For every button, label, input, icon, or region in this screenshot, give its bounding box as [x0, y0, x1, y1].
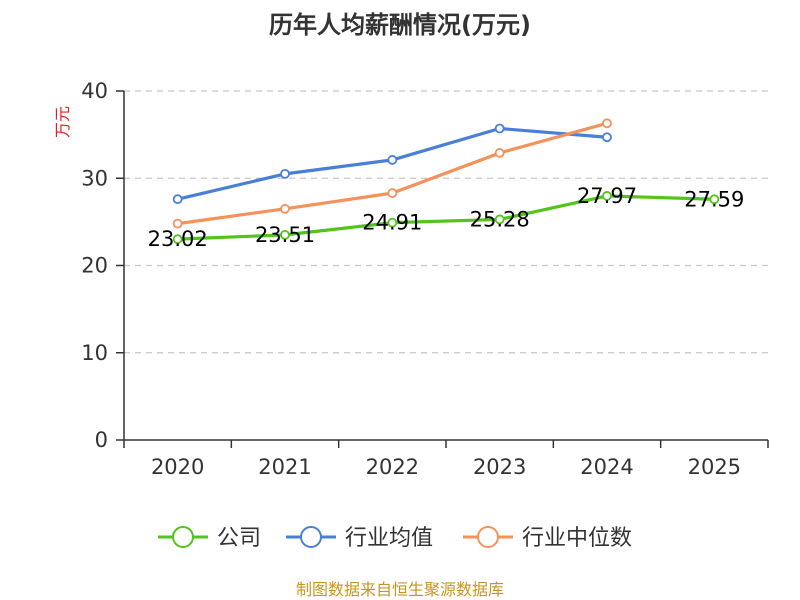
y-tick-label: 0: [95, 428, 108, 452]
legend-item-2[interactable]: 行业中位数: [463, 526, 632, 551]
data-point: [387, 217, 398, 228]
series-group: [172, 118, 720, 245]
data-label: 23.51: [255, 223, 315, 247]
legend-label: 行业均值: [345, 526, 433, 551]
data-label: 27.59: [684, 187, 744, 211]
legend-label: 行业中位数: [522, 526, 632, 551]
x-tick-label: 2025: [688, 455, 741, 479]
data-point: [280, 229, 290, 240]
data-label: 23.02: [148, 227, 208, 251]
data-point: [280, 168, 290, 179]
data-point: [709, 194, 720, 205]
data-point: [494, 214, 505, 225]
x-tick-label: 2023: [473, 455, 526, 479]
data-point: [280, 203, 290, 214]
data-label: 24.91: [362, 211, 422, 235]
legend-marker: [477, 526, 499, 548]
legend-label: 公司: [217, 526, 261, 551]
y-tick-label: 40: [81, 79, 108, 103]
data-label: 25.28: [470, 207, 530, 231]
data-point: [602, 118, 612, 129]
tick-labels: 0 10 20 30 40 2020 2021 2022 2023 2024 2025: [81, 79, 741, 479]
chart-title: 历年人均薪酬情况(万元): [269, 11, 531, 39]
x-tick-label: 2024: [580, 455, 633, 479]
y-tick-label: 20: [81, 254, 108, 278]
legend[interactable]: 公司 行业均值 行业中位数: [158, 526, 632, 551]
x-tick-label: 2020: [151, 455, 204, 479]
gridlines: [124, 90, 768, 354]
legend-item-0[interactable]: 公司: [158, 526, 261, 551]
legend-marker: [300, 526, 322, 548]
source-note: 制图数据来自恒生聚源数据库: [296, 580, 504, 599]
data-point: [172, 194, 183, 205]
series-line-0: [176, 194, 716, 241]
data-labels: 23.02 23.51 24.91 25.28 27.97 27.59: [148, 184, 745, 251]
y-tick-label: 10: [81, 341, 108, 365]
data-point: [387, 155, 398, 165]
axes: [116, 90, 769, 448]
data-point: [494, 123, 505, 134]
y-axis-label: 万元: [53, 106, 72, 138]
data-point: [172, 218, 183, 229]
data-point: [387, 188, 398, 198]
x-tick-label: 2022: [366, 455, 419, 479]
data-point: [172, 234, 183, 245]
data-point: [602, 191, 612, 201]
legend-item-1[interactable]: 行业均值: [286, 526, 433, 551]
legend-marker: [172, 526, 194, 548]
x-tick-label: 2021: [258, 455, 311, 479]
data-point: [602, 132, 612, 143]
y-tick-label: 30: [81, 166, 108, 190]
data-point: [494, 148, 505, 158]
data-label: 27.97: [577, 184, 637, 208]
